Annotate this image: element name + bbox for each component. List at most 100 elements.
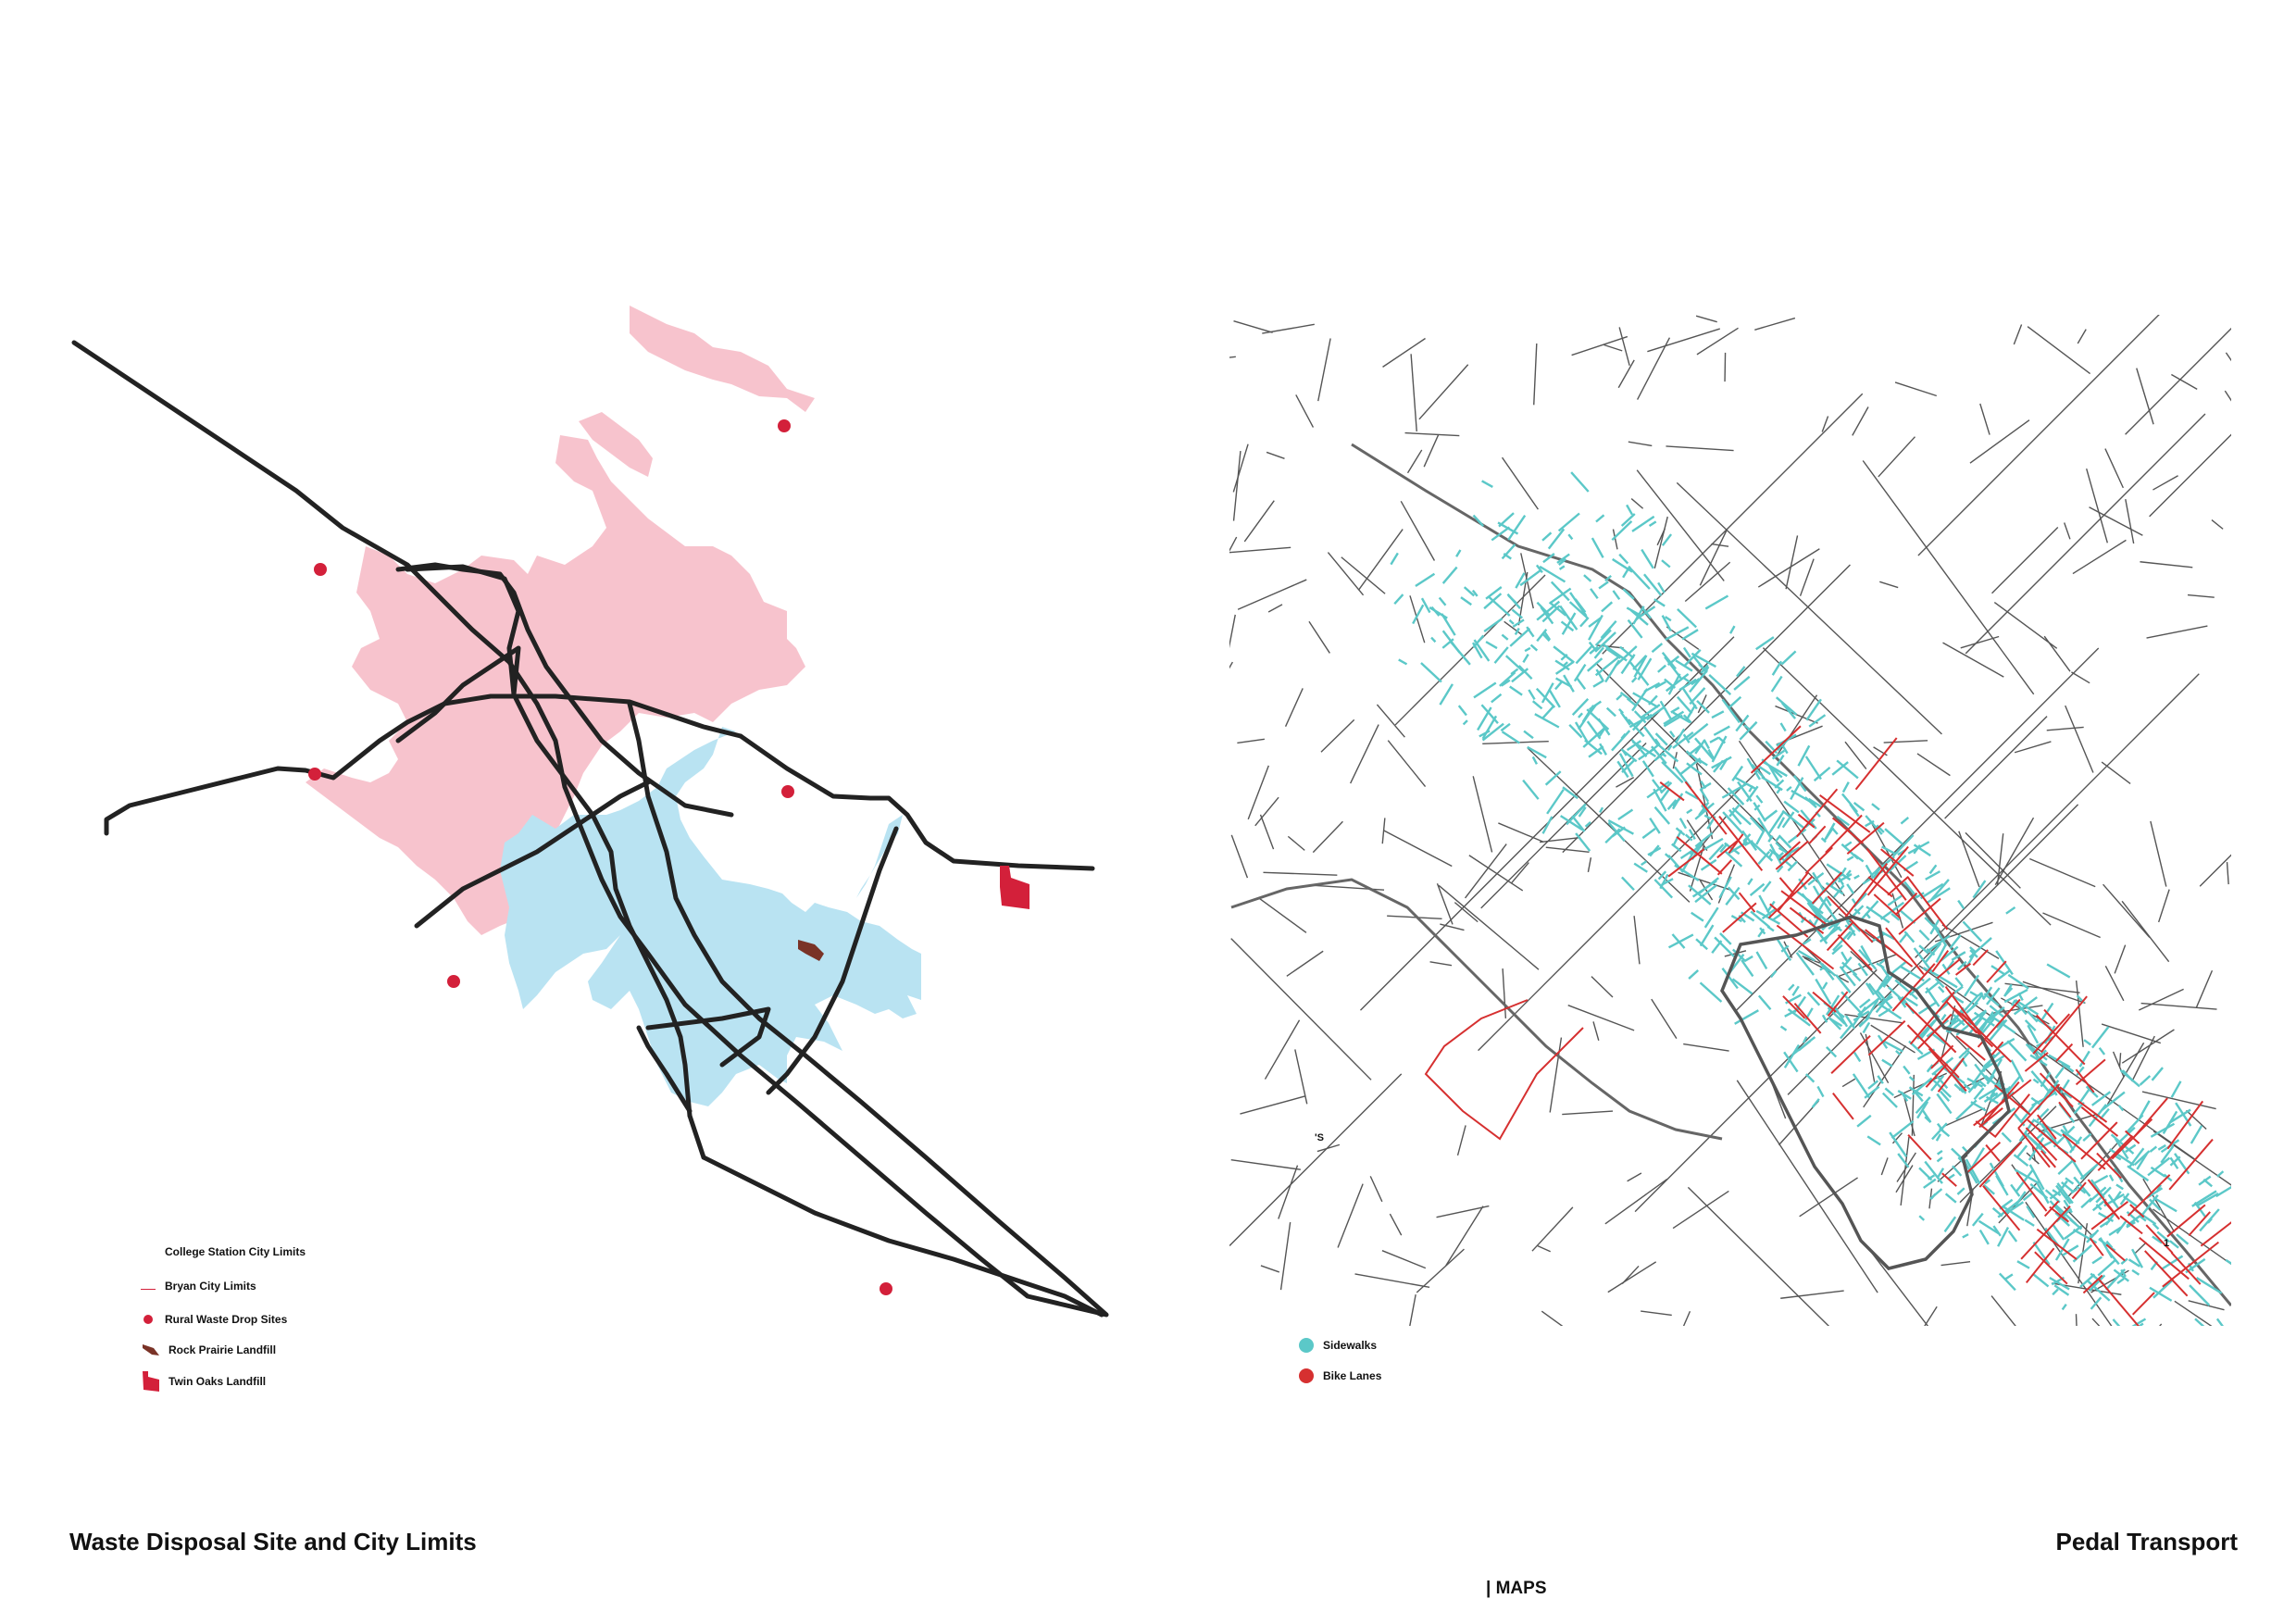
street-segment	[1460, 596, 1472, 606]
street-segment	[1797, 744, 1811, 767]
street-segment	[1716, 859, 1733, 876]
street-segment	[1978, 1107, 2003, 1129]
street-segment	[1636, 469, 1725, 581]
legend-item-drop-sites: Rural Waste Drop Sites	[141, 1313, 287, 1326]
street-segment	[1787, 804, 2079, 1095]
street-segment	[2117, 1105, 2125, 1112]
street-segment	[1887, 894, 1903, 906]
street-segment	[1671, 843, 1682, 853]
street-segment	[1731, 948, 1746, 962]
street-segment	[1846, 930, 1856, 941]
street-segment	[2071, 671, 2090, 684]
street-segment	[2048, 1054, 2071, 1068]
street-segment	[1415, 572, 1436, 588]
street-segment	[1991, 527, 2059, 594]
street-segment	[1837, 933, 1873, 971]
legend-item-rock-prairie: Rock Prairie Landfill	[141, 1343, 276, 1357]
street-segment	[1667, 673, 1681, 695]
street-segment	[2090, 1026, 2110, 1049]
street-segment	[1622, 565, 1631, 579]
street-segment	[1653, 598, 1666, 607]
street-segment	[2108, 1226, 2122, 1236]
street-segment	[1931, 1056, 1954, 1076]
street-segment	[1591, 976, 1614, 998]
street-segment	[1891, 893, 1904, 929]
street-segment	[1641, 760, 1654, 778]
street-segment	[2025, 1247, 2055, 1283]
street-segment	[1816, 1085, 1825, 1098]
street-segment	[1682, 714, 1692, 724]
street-segment	[1940, 1013, 1947, 1021]
street-segment	[2096, 1152, 2122, 1180]
street-segment	[1579, 617, 1590, 628]
street-segment	[2166, 1204, 2206, 1238]
street-segment	[1699, 880, 1714, 901]
street-segment	[1541, 705, 1555, 719]
street-segment	[1775, 937, 1792, 961]
street-segment	[1970, 993, 1984, 1009]
section-footer: | MAPS	[1486, 1579, 1547, 1598]
street-segment	[1607, 819, 1634, 835]
street-segment	[1862, 1021, 1871, 1034]
street-segment	[2052, 1189, 2062, 1197]
street-segment	[1931, 1122, 1948, 1141]
street-segment	[1681, 686, 1698, 710]
street-segment	[1736, 666, 1746, 678]
street-segment	[1558, 557, 1567, 566]
street-segment	[1504, 620, 1522, 635]
street-segment	[1964, 974, 1980, 997]
street-segment	[1965, 1158, 1981, 1185]
street-segment	[1628, 441, 1653, 447]
street-segment	[2059, 1086, 2108, 1123]
street-segment	[1553, 645, 1575, 664]
street-segment	[1703, 814, 1711, 820]
street-segment	[2082, 1274, 2103, 1294]
street-segment	[2016, 1144, 2028, 1158]
street-segment	[1775, 840, 1809, 870]
street-segment	[1807, 797, 1823, 808]
street-segment	[1954, 977, 1964, 987]
street-segment	[1921, 1108, 1932, 1123]
street-segment	[1860, 944, 1872, 963]
street-segment	[1895, 1049, 1902, 1056]
street-segment	[2190, 1125, 2203, 1144]
street-segment	[1501, 633, 1509, 641]
street-segment	[1595, 514, 1605, 523]
street-segment	[1965, 413, 2206, 655]
street-segment	[1485, 586, 1503, 600]
street-segment	[1676, 695, 1693, 715]
street-segment	[1491, 693, 1503, 704]
street-segment	[1704, 594, 1729, 610]
twin-oaks-landfill	[1000, 866, 1029, 909]
drop-site-dot	[144, 1315, 153, 1324]
street-segment	[2053, 1284, 2070, 1296]
street-segment	[1826, 1046, 1838, 1058]
street-segment	[1797, 813, 1816, 829]
street-segment	[2128, 1258, 2140, 1268]
street-segment	[1808, 825, 1827, 844]
street-segment	[1509, 627, 1531, 647]
street-segment	[1815, 978, 1832, 1006]
street-segment	[1574, 598, 1587, 613]
street-segment	[1739, 720, 1758, 741]
street-segment	[1891, 1132, 1903, 1144]
street-segment	[2152, 1208, 2231, 1266]
street-segment	[2141, 1091, 2216, 1110]
street-segment	[1894, 381, 1938, 397]
street-segment	[2156, 1230, 2170, 1243]
street-segment	[1852, 406, 1869, 436]
street-segment	[1917, 315, 2160, 556]
street-segment	[1232, 443, 1249, 493]
street-segment	[1783, 1043, 1801, 1068]
street-segment	[1757, 928, 1766, 938]
street-segment	[2004, 982, 2080, 993]
street-segment	[1692, 656, 1708, 674]
street-segment	[1286, 950, 1324, 977]
street-segment	[1504, 655, 1524, 672]
street-segment	[1656, 528, 1666, 546]
street-segment	[2119, 1215, 2143, 1235]
street-segment	[1688, 829, 1696, 840]
street-segment	[1899, 931, 1909, 943]
street-segment	[1648, 694, 1658, 706]
street-segment	[2064, 1225, 2083, 1240]
